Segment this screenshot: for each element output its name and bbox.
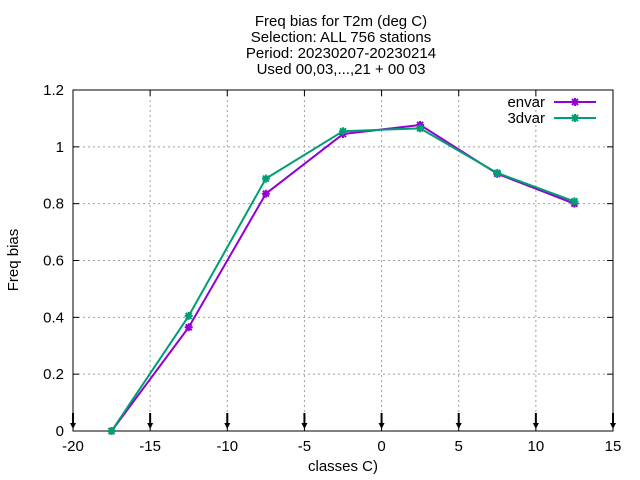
y-tick-label: 1 — [56, 139, 64, 156]
title-line-4: Used 00,03,...,21 + 00 03 — [257, 61, 426, 78]
y-tick-label: 0.8 — [43, 196, 64, 213]
x-tick-label: 10 — [528, 438, 545, 455]
x-axis-marker-head — [70, 423, 76, 429]
data-point-3dvar — [261, 174, 270, 183]
title-line-2: Selection: ALL 756 stations — [251, 29, 431, 46]
x-axis-marker-head — [147, 423, 154, 429]
grid — [73, 90, 613, 431]
x-axis-marker-head — [610, 423, 616, 429]
y-tick-label: 0.4 — [43, 309, 64, 326]
data-point-envar — [261, 189, 270, 198]
legend-label-envar: envar — [507, 94, 545, 111]
x-tick-label: -10 — [216, 438, 238, 455]
y-axis-label: Freq bias — [5, 229, 22, 292]
legend-marker-envar — [571, 98, 579, 106]
title-line-1: Freq bias for T2m (deg C) — [255, 13, 427, 30]
x-tick-label: 5 — [455, 438, 463, 455]
y-tick-label: 0 — [56, 423, 64, 440]
series-group — [107, 120, 579, 435]
x-axis-markers — [70, 413, 616, 429]
x-tick-label: -5 — [298, 438, 311, 455]
x-tick-label: 0 — [377, 438, 385, 455]
data-point-3dvar — [184, 311, 193, 320]
legend-marker-3dvar — [571, 114, 579, 122]
data-point-3dvar — [416, 124, 425, 133]
y-tick-label: 1.2 — [43, 82, 64, 99]
y-tick-label: 0.2 — [43, 366, 64, 383]
legend-label-3dvar: 3dvar — [507, 110, 545, 127]
x-tick-label: -20 — [62, 438, 84, 455]
x-axis-marker-head — [301, 423, 308, 429]
chart-title: Freq bias for T2m (deg C) Selection: ALL… — [246, 13, 436, 78]
x-axis-marker-head — [532, 423, 539, 429]
x-tick-label: -15 — [139, 438, 161, 455]
x-axis-label: classes C) — [308, 458, 378, 475]
x-tick-label: 15 — [605, 438, 622, 455]
y-tick-label: 0.6 — [43, 253, 64, 270]
title-line-3: Period: 20230207-20230214 — [246, 45, 436, 62]
x-axis-marker-head — [378, 423, 385, 429]
data-point-3dvar — [570, 197, 579, 206]
x-axis-marker-head — [455, 423, 462, 429]
data-point-envar — [184, 323, 193, 332]
series-line-envar — [110, 123, 575, 432]
axis-ticks: -20 -15 -10 -5 0 5 10 15 0 0.2 0.4 0.6 0.8 1 1.2 — [43, 82, 621, 455]
data-point-3dvar — [493, 168, 502, 177]
series-line-3dvar — [110, 127, 575, 432]
data-point-3dvar — [339, 127, 347, 136]
data-point-3dvar — [107, 427, 116, 435]
x-axis-marker-head — [224, 423, 231, 429]
